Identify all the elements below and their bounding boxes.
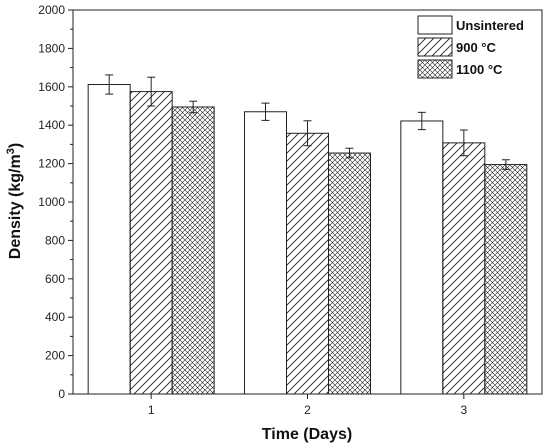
legend: Unsintered 900 °C 1100 °C — [417, 15, 524, 79]
legend-swatch-1100c — [417, 59, 453, 79]
y-tick-label-400: 400 — [45, 310, 65, 324]
bar-series1-day3 — [400, 120, 444, 395]
legend-label-1100c: 1100 °C — [456, 62, 503, 77]
y-tick-label-1400: 1400 — [38, 118, 65, 132]
bar-series2-day2 — [286, 132, 329, 395]
x-axis: 1 2 3 — [148, 394, 467, 417]
y-axis-title: Density (kg/m3) — [5, 143, 24, 259]
legend-swatch-900c — [417, 37, 453, 57]
y-tick-label-200: 200 — [45, 349, 65, 363]
x-tick-label-2: 2 — [304, 403, 311, 417]
error-bars — [105, 74, 510, 170]
bar-series3-day1 — [171, 106, 215, 395]
bar-series2-day1 — [129, 91, 173, 395]
y-tick-label-1600: 1600 — [38, 80, 65, 94]
x-tick-label-3: 3 — [460, 403, 467, 417]
y-tick-label-0: 0 — [58, 387, 65, 401]
y-axis-title-superscript: 3 — [5, 148, 17, 154]
bar-series2-day3 — [442, 142, 486, 395]
x-axis-title: Time (Days) — [262, 426, 352, 443]
y-tick-label-800: 800 — [45, 233, 65, 247]
bar-series3-day2 — [328, 152, 371, 395]
y-axis-title-main: Density (kg/m — [7, 154, 24, 259]
bar-series3-day3 — [484, 164, 528, 395]
x-tick-label-1: 1 — [148, 403, 155, 417]
y-tick-label-1800: 1800 — [38, 41, 65, 55]
y-axis: 0 200 400 600 800 1000 1200 1400 1600 1800 2000 — [38, 3, 73, 401]
legend-swatch-unsintered — [417, 15, 453, 35]
y-tick-label-1200: 1200 — [38, 157, 65, 171]
y-tick-label-600: 600 — [45, 272, 65, 286]
y-tick-label-2000: 2000 — [38, 3, 65, 17]
legend-label-900c: 900 °C — [456, 40, 497, 55]
y-axis-title-close: ) — [7, 143, 24, 148]
bar-series1-day1 — [87, 83, 131, 395]
legend-label-unsintered: Unsintered — [456, 18, 524, 33]
bar-series1-day2 — [244, 111, 287, 395]
y-tick-label-1000: 1000 — [38, 195, 65, 209]
bars — [87, 83, 528, 395]
